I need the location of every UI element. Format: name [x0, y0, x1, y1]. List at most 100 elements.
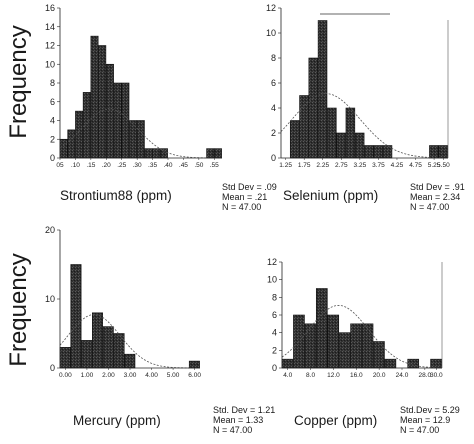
- strontium-bar-1: [67, 129, 76, 159]
- ylabel-bottom: Frequency: [5, 253, 32, 366]
- strontium-bar-5: [98, 45, 107, 159]
- selenium-bar-2: [308, 57, 319, 159]
- mercury-normal-curve: [59, 314, 201, 369]
- strontium-histogram: 0 2 4 6 8 10 12 14 16 05 .10 .15 .20 .25 .30 .35 .40 .45.…: [45, 3, 277, 212]
- mercury-xtick-label-6: 6.00: [188, 372, 201, 379]
- selenium-xlabel: Selenium (ppm): [283, 188, 378, 203]
- copper-bar-6: [350, 323, 362, 369]
- selenium-ytick-label-4: 8: [271, 53, 276, 63]
- copper-xlabel: Copper (ppm): [294, 413, 377, 428]
- copper-stat-0: Std.Dev = 5.29: [400, 405, 460, 415]
- copper-ytick-label-5: 10: [267, 275, 277, 285]
- copper-xtick-label-6: 28.0: [419, 372, 432, 379]
- mercury-xlabel: Mercury (ppm): [73, 413, 161, 428]
- strontium-bar-12: [152, 148, 161, 159]
- strontium-xtick-label-1: .10: [71, 162, 80, 169]
- strontium-ytick-label-0: 0: [50, 153, 55, 163]
- strontium-xtick-label-4: .25: [117, 162, 126, 169]
- selenium-ytick-label-2: 4: [271, 103, 276, 113]
- selenium-xtick-label-6: 4.25: [391, 162, 404, 169]
- strontium-xlabel: Strontium88 (ppm): [60, 188, 172, 203]
- selenium-xtick-label-8: 5.25: [428, 162, 441, 169]
- strontium-bar-15: [213, 148, 222, 159]
- mercury-bar-6: [124, 353, 136, 369]
- mercury-xtick-label-2: 2.00: [102, 372, 115, 379]
- selenium-bar-3: [317, 20, 328, 159]
- selenium-bar-7: [354, 132, 365, 159]
- strontium-ytick-label-2: 4: [50, 116, 55, 126]
- mercury-xtick-label-0: 0.00: [59, 372, 72, 379]
- strontium-bar-4: [90, 35, 99, 159]
- strontium-bar-2: [75, 110, 84, 159]
- selenium-bar-0: [289, 120, 300, 159]
- selenium-ytick-label-3: 6: [271, 78, 276, 88]
- mercury-xtick-label-3: 3.00: [124, 372, 137, 379]
- strontium-xtick-label-10: .55: [210, 162, 219, 169]
- copper-xtick-label-2: 12.0: [327, 372, 340, 379]
- copper-ytick-label-2: 4: [272, 328, 277, 338]
- copper-histogram: 0 2 4 6 8 10 12 4.0 8.0 12.0 16.0 20.0 24.0 28.030.0 C…: [267, 257, 460, 435]
- copper-xtick-label-4: 20.0: [373, 372, 386, 379]
- strontium-stat-1: Mean = .21: [222, 192, 267, 202]
- selenium-xtick-label-5: 3.75: [372, 162, 385, 169]
- copper-ytick-label-3: 6: [272, 310, 277, 320]
- strontium-bar-11: [144, 148, 153, 159]
- selenium-stat-0: Std Dev = .91: [410, 182, 465, 192]
- mercury-xtick-label-5: 5.00: [167, 372, 180, 379]
- strontium-ytick-label-5: 10: [45, 59, 55, 69]
- strontium-bar-7: [113, 82, 122, 159]
- copper-bar-5: [338, 332, 351, 369]
- selenium-bar-12: [438, 145, 448, 159]
- copper-bar-3: [315, 288, 328, 369]
- strontium-bar-13: [159, 148, 168, 159]
- strontium-xtick-label-2: .15: [86, 162, 95, 169]
- selenium-ytick-label-1: 2: [271, 128, 276, 138]
- selenium-bar-10: [382, 145, 393, 159]
- selenium-xtick-label-4: 3.25: [354, 162, 367, 169]
- selenium-histogram: 0 2 4 6 8 10 12 1.25 1.75 2.25 2.75 3.25 3.75 4.25 4.7…: [266, 3, 465, 212]
- strontium-stat-0: Std Dev = .09: [222, 182, 277, 192]
- mercury-stat-0: Std. Dev = 1.21: [213, 405, 275, 415]
- strontium-ytick-label-3: 6: [50, 97, 55, 107]
- copper-stat-1: Mean = 12.9: [400, 415, 450, 425]
- strontium-bar-14: [206, 148, 215, 159]
- strontium-xtick-label-9: .50: [194, 162, 203, 169]
- selenium-xtick-label-7: 4.75: [409, 162, 422, 169]
- copper-ytick-label-1: 2: [272, 345, 277, 355]
- copper-bar-7: [361, 323, 374, 369]
- mercury-ytick-label-2: 20: [45, 225, 55, 235]
- copper-bar-9: [384, 358, 397, 369]
- selenium-bar-9: [373, 145, 383, 159]
- copper-ytick-label-0: 0: [272, 363, 277, 373]
- mercury-stat-2: N = 47.00: [213, 425, 252, 435]
- strontium-bar-8: [121, 82, 130, 159]
- strontium-xtick-label-0: 05: [56, 162, 64, 169]
- strontium-ytick-label-1: 2: [50, 134, 55, 144]
- strontium-ytick-label-4: 8: [50, 78, 55, 88]
- selenium-ytick-label-5: 10: [266, 28, 276, 38]
- mercury-bar-1: [70, 264, 82, 369]
- copper-xtick-label-1: 8.0: [306, 372, 315, 379]
- strontium-bar-10: [136, 120, 145, 159]
- copper-bar-8: [373, 341, 385, 369]
- mercury-bar-0: [59, 346, 71, 369]
- strontium-xtick-label-6: .35: [148, 162, 157, 169]
- copper-ytick-label-6: 12: [267, 257, 277, 267]
- strontium-ytick-label-7: 14: [45, 22, 55, 32]
- selenium-xtick-label-9: 5.50: [437, 162, 450, 169]
- copper-xtick-label-5: 24.0: [396, 372, 409, 379]
- copper-xtick-label-0: 4.0: [283, 372, 292, 379]
- copper-stat-2: N = 47.00: [400, 425, 439, 435]
- copper-bar-0: [281, 358, 294, 369]
- selenium-xtick-label-2: 2.25: [316, 162, 329, 169]
- selenium-bar-11: [429, 145, 439, 159]
- mercury-bar-2: [81, 340, 93, 369]
- mercury-bar-3: [92, 312, 103, 369]
- copper-bar-1: [293, 314, 305, 369]
- strontium-normal-curve: [59, 108, 223, 159]
- strontium-bar-9: [129, 120, 138, 159]
- mercury-xtick-label-1: 1.00: [81, 372, 94, 379]
- selenium-ytick-label-0: 0: [271, 153, 276, 163]
